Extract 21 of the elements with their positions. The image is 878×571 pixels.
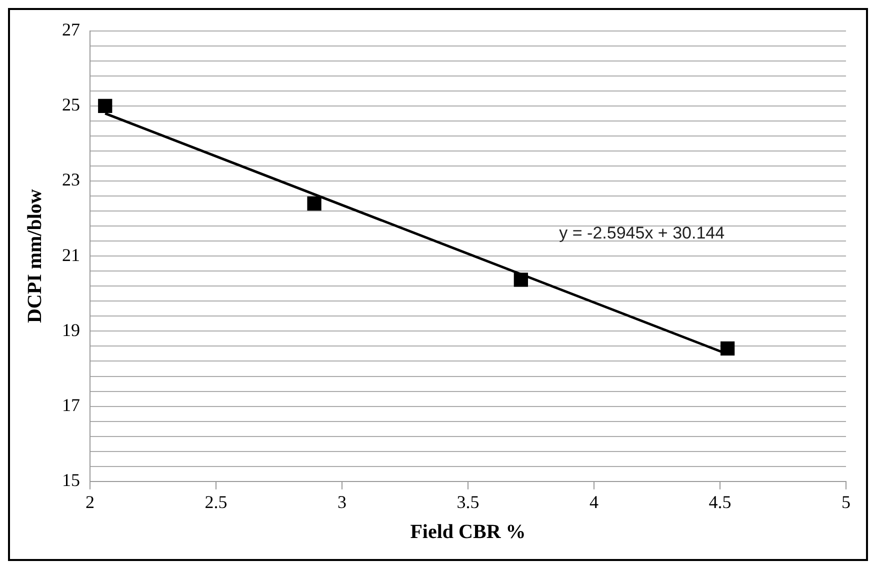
y-tick-label: 19 — [62, 320, 80, 340]
x-tick-label: 2 — [86, 492, 94, 512]
y-tick-label: 23 — [62, 170, 80, 190]
x-tick-label: 4.5 — [708, 492, 732, 512]
annotation: y = -2.5945x + 30.144 — [559, 223, 725, 242]
y-tick-label: 27 — [62, 20, 80, 40]
y-tick-label: 21 — [62, 244, 80, 265]
x-tick-label: 2.5 — [204, 492, 228, 512]
point — [514, 272, 528, 287]
y-tick-label: 15 — [62, 470, 80, 490]
point — [98, 98, 112, 113]
x-tick-label: 3.5 — [456, 492, 480, 512]
x-tick-label: 4 — [590, 492, 598, 512]
x-tick-label: 3 — [338, 492, 346, 512]
point — [720, 341, 735, 356]
y-axis-title: DCPI mm/blow — [24, 188, 46, 324]
point — [307, 196, 322, 211]
x-tick-label: 5 — [842, 492, 850, 512]
y-tick-label: 25 — [62, 94, 80, 115]
x-axis-title: Field CBR % — [410, 521, 526, 544]
y-tick-label: 17 — [62, 395, 80, 416]
